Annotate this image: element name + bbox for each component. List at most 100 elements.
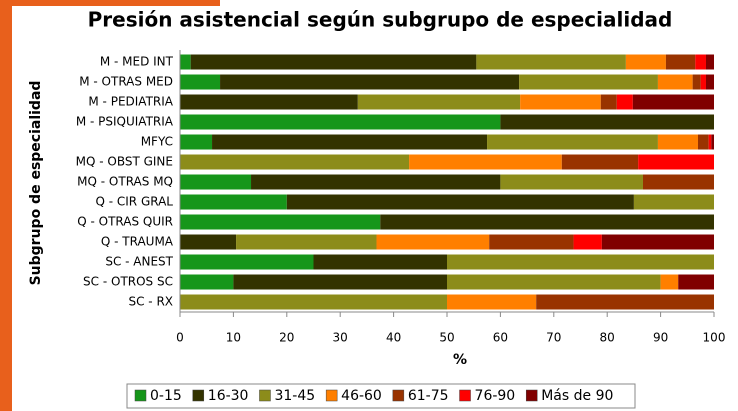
y-tick-label: SC - OTROS SC — [83, 275, 173, 289]
bar-segment — [236, 234, 377, 250]
bar-segment — [705, 54, 714, 70]
bar-segment — [692, 74, 701, 90]
bar-segment — [380, 214, 714, 230]
bar-segment — [180, 74, 221, 90]
y-tick-label: MQ - OBST GINE — [76, 155, 173, 169]
bar-segment — [180, 294, 447, 310]
bar-segment — [180, 234, 237, 250]
y-tick-label: MFYC — [141, 135, 173, 149]
bar-segment — [700, 74, 706, 90]
bar-segment — [632, 94, 714, 110]
bar-segment — [600, 94, 617, 110]
bar-segment — [625, 54, 666, 70]
chart-title: Presión asistencial según subgrupo de es… — [88, 8, 673, 32]
bar-segment — [536, 294, 714, 310]
bar-segment — [180, 54, 191, 70]
bar-segment — [313, 254, 447, 270]
y-tick-label: M - OTRAS MED — [79, 75, 173, 89]
x-tick-label: 100 — [703, 331, 726, 345]
bar-segment — [489, 234, 574, 250]
x-tick-label: 0 — [176, 331, 184, 345]
y-tick-label: Q - CIR GRAL — [95, 195, 173, 209]
legend-label: Más de 90 — [541, 388, 613, 404]
bar-segment — [180, 214, 381, 230]
bar-segment — [487, 134, 658, 150]
bar-segment — [573, 234, 602, 250]
bar-segment — [616, 94, 633, 110]
x-tick-label: 50 — [439, 331, 454, 345]
bar-segment — [251, 174, 501, 190]
legend-swatch — [259, 389, 271, 402]
bar-segment — [660, 274, 679, 290]
bar-segment — [180, 274, 234, 290]
x-tick-label: 80 — [600, 331, 615, 345]
bar-segment — [657, 134, 698, 150]
y-tick-label: SC - ANEST — [105, 255, 173, 269]
legend-label: 16-30 — [208, 388, 249, 404]
bar-segment — [376, 234, 490, 250]
legend-label: 31-45 — [274, 388, 315, 404]
x-tick-label: 60 — [493, 331, 508, 345]
x-axis-title: % — [453, 352, 467, 368]
bar-segment — [708, 134, 712, 150]
bar-segment — [357, 94, 521, 110]
y-tick-label: Q - OTRAS QUIR — [77, 215, 173, 229]
x-tick-label: 70 — [546, 331, 561, 345]
bar-segment — [633, 194, 714, 210]
legend-swatch — [192, 389, 205, 402]
legend-swatch — [392, 389, 405, 402]
x-tick-label: 20 — [279, 331, 294, 345]
bar-segment — [657, 74, 693, 90]
x-tick-label: 10 — [226, 331, 241, 345]
bar-segment — [180, 134, 213, 150]
legend-label: 0-15 — [150, 388, 182, 404]
y-tick-label: M - PSIQUIATRIA — [76, 115, 174, 129]
top-strip — [0, 0, 220, 6]
bar-segment — [520, 94, 601, 110]
bar-segment — [180, 194, 287, 210]
legend-label: 76-90 — [475, 388, 516, 404]
bar-segment — [447, 294, 537, 310]
bar-segment — [180, 114, 501, 130]
bar-segment — [711, 134, 714, 150]
bar-segment — [638, 154, 714, 170]
bar-segment — [500, 174, 643, 190]
bar-segment — [286, 194, 634, 210]
y-tick-label: MQ - OTRAS MQ — [77, 175, 173, 189]
legend-swatch — [134, 389, 147, 402]
x-tick-label: 30 — [333, 331, 348, 345]
y-axis-title: Subgrupo de especialidad — [28, 81, 44, 286]
x-tick-label: 40 — [386, 331, 401, 345]
bar-segment — [180, 94, 358, 110]
bar-segment — [409, 154, 562, 170]
y-tick-label: Q - TRAUMA — [101, 235, 174, 249]
bar-segment — [500, 114, 714, 130]
left-strip — [0, 0, 12, 411]
legend-label: 61-75 — [408, 388, 449, 404]
bar-segment — [642, 174, 714, 190]
bar-segment — [220, 74, 520, 90]
legend-label: 46-60 — [341, 388, 382, 404]
y-tick-label: M - MED INT — [100, 55, 174, 69]
bar-segment — [695, 54, 706, 70]
bar-segment — [697, 134, 709, 150]
bar-segment — [447, 254, 714, 270]
legend-box — [126, 383, 636, 409]
bar-segment — [180, 254, 314, 270]
bar-segment — [233, 274, 447, 290]
y-tick-label: M - PEDIATRIA — [88, 95, 173, 109]
bar-segment — [519, 74, 658, 90]
bar-segment — [180, 174, 252, 190]
bar-segment — [476, 54, 626, 70]
y-tick-label: SC - RX — [128, 295, 173, 309]
bar-segment — [678, 274, 714, 290]
bar-segment — [190, 54, 477, 70]
bar-segment — [561, 154, 639, 170]
bar-segment — [665, 54, 696, 70]
legend-swatch — [459, 389, 471, 402]
bar-segment — [180, 154, 410, 170]
bar-segment — [705, 74, 714, 90]
legend-swatch — [525, 389, 538, 402]
x-tick-label: 90 — [653, 331, 668, 345]
